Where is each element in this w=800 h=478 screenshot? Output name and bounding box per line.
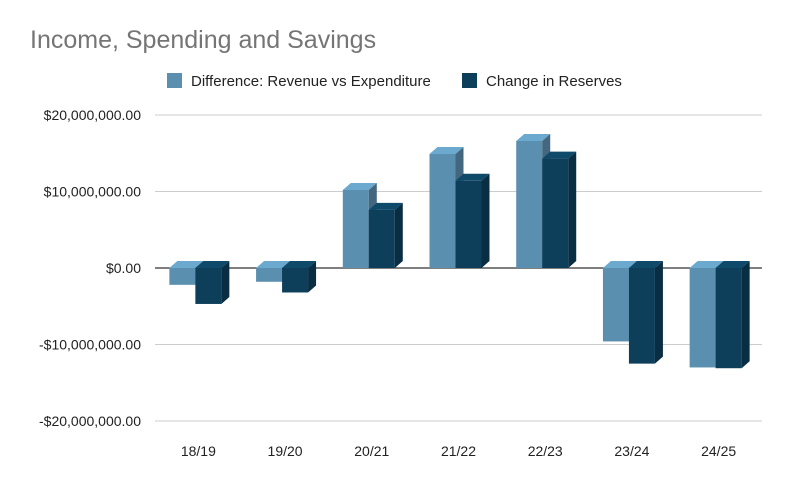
- bar-reserves-19-20: [282, 261, 317, 293]
- x-tick-label: 21/22: [441, 443, 476, 459]
- bar-reserves-24-25: [715, 261, 750, 369]
- bar-top: [282, 261, 317, 268]
- bar-top: [455, 173, 490, 181]
- bar-reserves-20-21: [368, 202, 403, 268]
- bars: [169, 134, 750, 369]
- bar-front: [256, 268, 283, 282]
- x-tick-label: 20/21: [354, 443, 389, 459]
- bar-top: [342, 182, 377, 190]
- bar-side: [481, 173, 490, 268]
- bar-top: [429, 147, 464, 155]
- bar-side: [654, 261, 663, 364]
- bar-reserves-18-19: [195, 261, 230, 304]
- legend-item-difference: Difference: Revenue vs Expenditure: [167, 73, 431, 90]
- legend: Difference: Revenue vs Expenditure Change…: [167, 73, 622, 90]
- bar-front: [689, 268, 716, 368]
- y-tick-label: $10,000,000.00: [44, 184, 142, 200]
- bar-reserves-23-24: [628, 261, 663, 364]
- y-tick-label: -$10,000,000.00: [39, 337, 141, 353]
- x-tick-label: 23/24: [614, 443, 649, 459]
- bar-front: [715, 268, 742, 369]
- bar-top: [169, 261, 204, 268]
- bar-top: [368, 202, 403, 210]
- bar-front: [282, 268, 309, 293]
- legend-swatch: [167, 73, 182, 88]
- bar-side: [221, 261, 230, 304]
- bar-front: [368, 209, 395, 268]
- bar-front: [342, 189, 369, 268]
- bar-top: [256, 261, 291, 268]
- legend-item-reserves: Change in Reserves: [462, 73, 622, 90]
- bar-top: [628, 261, 663, 268]
- bar-front: [195, 268, 222, 304]
- bar-front: [455, 180, 482, 268]
- y-axis-tick-labels: $20,000,000.00 $10,000,000.00 $0.00 -$10,00…: [39, 107, 141, 429]
- bar-front: [429, 154, 456, 268]
- bar-reserves-22-23: [542, 151, 577, 268]
- x-axis-tick-labels: 18/19 19/20 20/21 21/22 22/23 23/24 24/25: [181, 443, 737, 459]
- y-tick-label: -$20,000,000.00: [39, 413, 141, 429]
- chart-title: Income, Spending and Savings: [30, 26, 377, 54]
- legend-label: Difference: Revenue vs Expenditure: [191, 73, 431, 90]
- bar-front: [628, 268, 655, 364]
- bar-side: [394, 202, 403, 268]
- bar-top: [602, 261, 637, 268]
- legend-label: Change in Reserves: [486, 73, 622, 90]
- bar-side: [568, 151, 577, 268]
- x-tick-label: 19/20: [268, 443, 303, 459]
- bar-top: [689, 261, 724, 268]
- bar-top: [542, 151, 577, 159]
- legend-swatch: [462, 73, 477, 88]
- bar-top: [715, 261, 750, 268]
- bar-front: [169, 268, 196, 285]
- y-tick-label: $0.00: [106, 260, 141, 276]
- bar-front: [602, 268, 629, 342]
- x-tick-label: 18/19: [181, 443, 216, 459]
- bar-side: [741, 261, 750, 369]
- x-tick-label: 22/23: [528, 443, 563, 459]
- bar-side: [308, 261, 317, 293]
- bar-top: [516, 134, 551, 142]
- bar-front: [516, 141, 543, 268]
- x-tick-label: 24/25: [701, 443, 736, 459]
- bar-front: [542, 158, 569, 268]
- y-tick-label: $20,000,000.00: [44, 107, 142, 123]
- bar-reserves-21-22: [455, 173, 490, 268]
- bar-top: [195, 261, 230, 268]
